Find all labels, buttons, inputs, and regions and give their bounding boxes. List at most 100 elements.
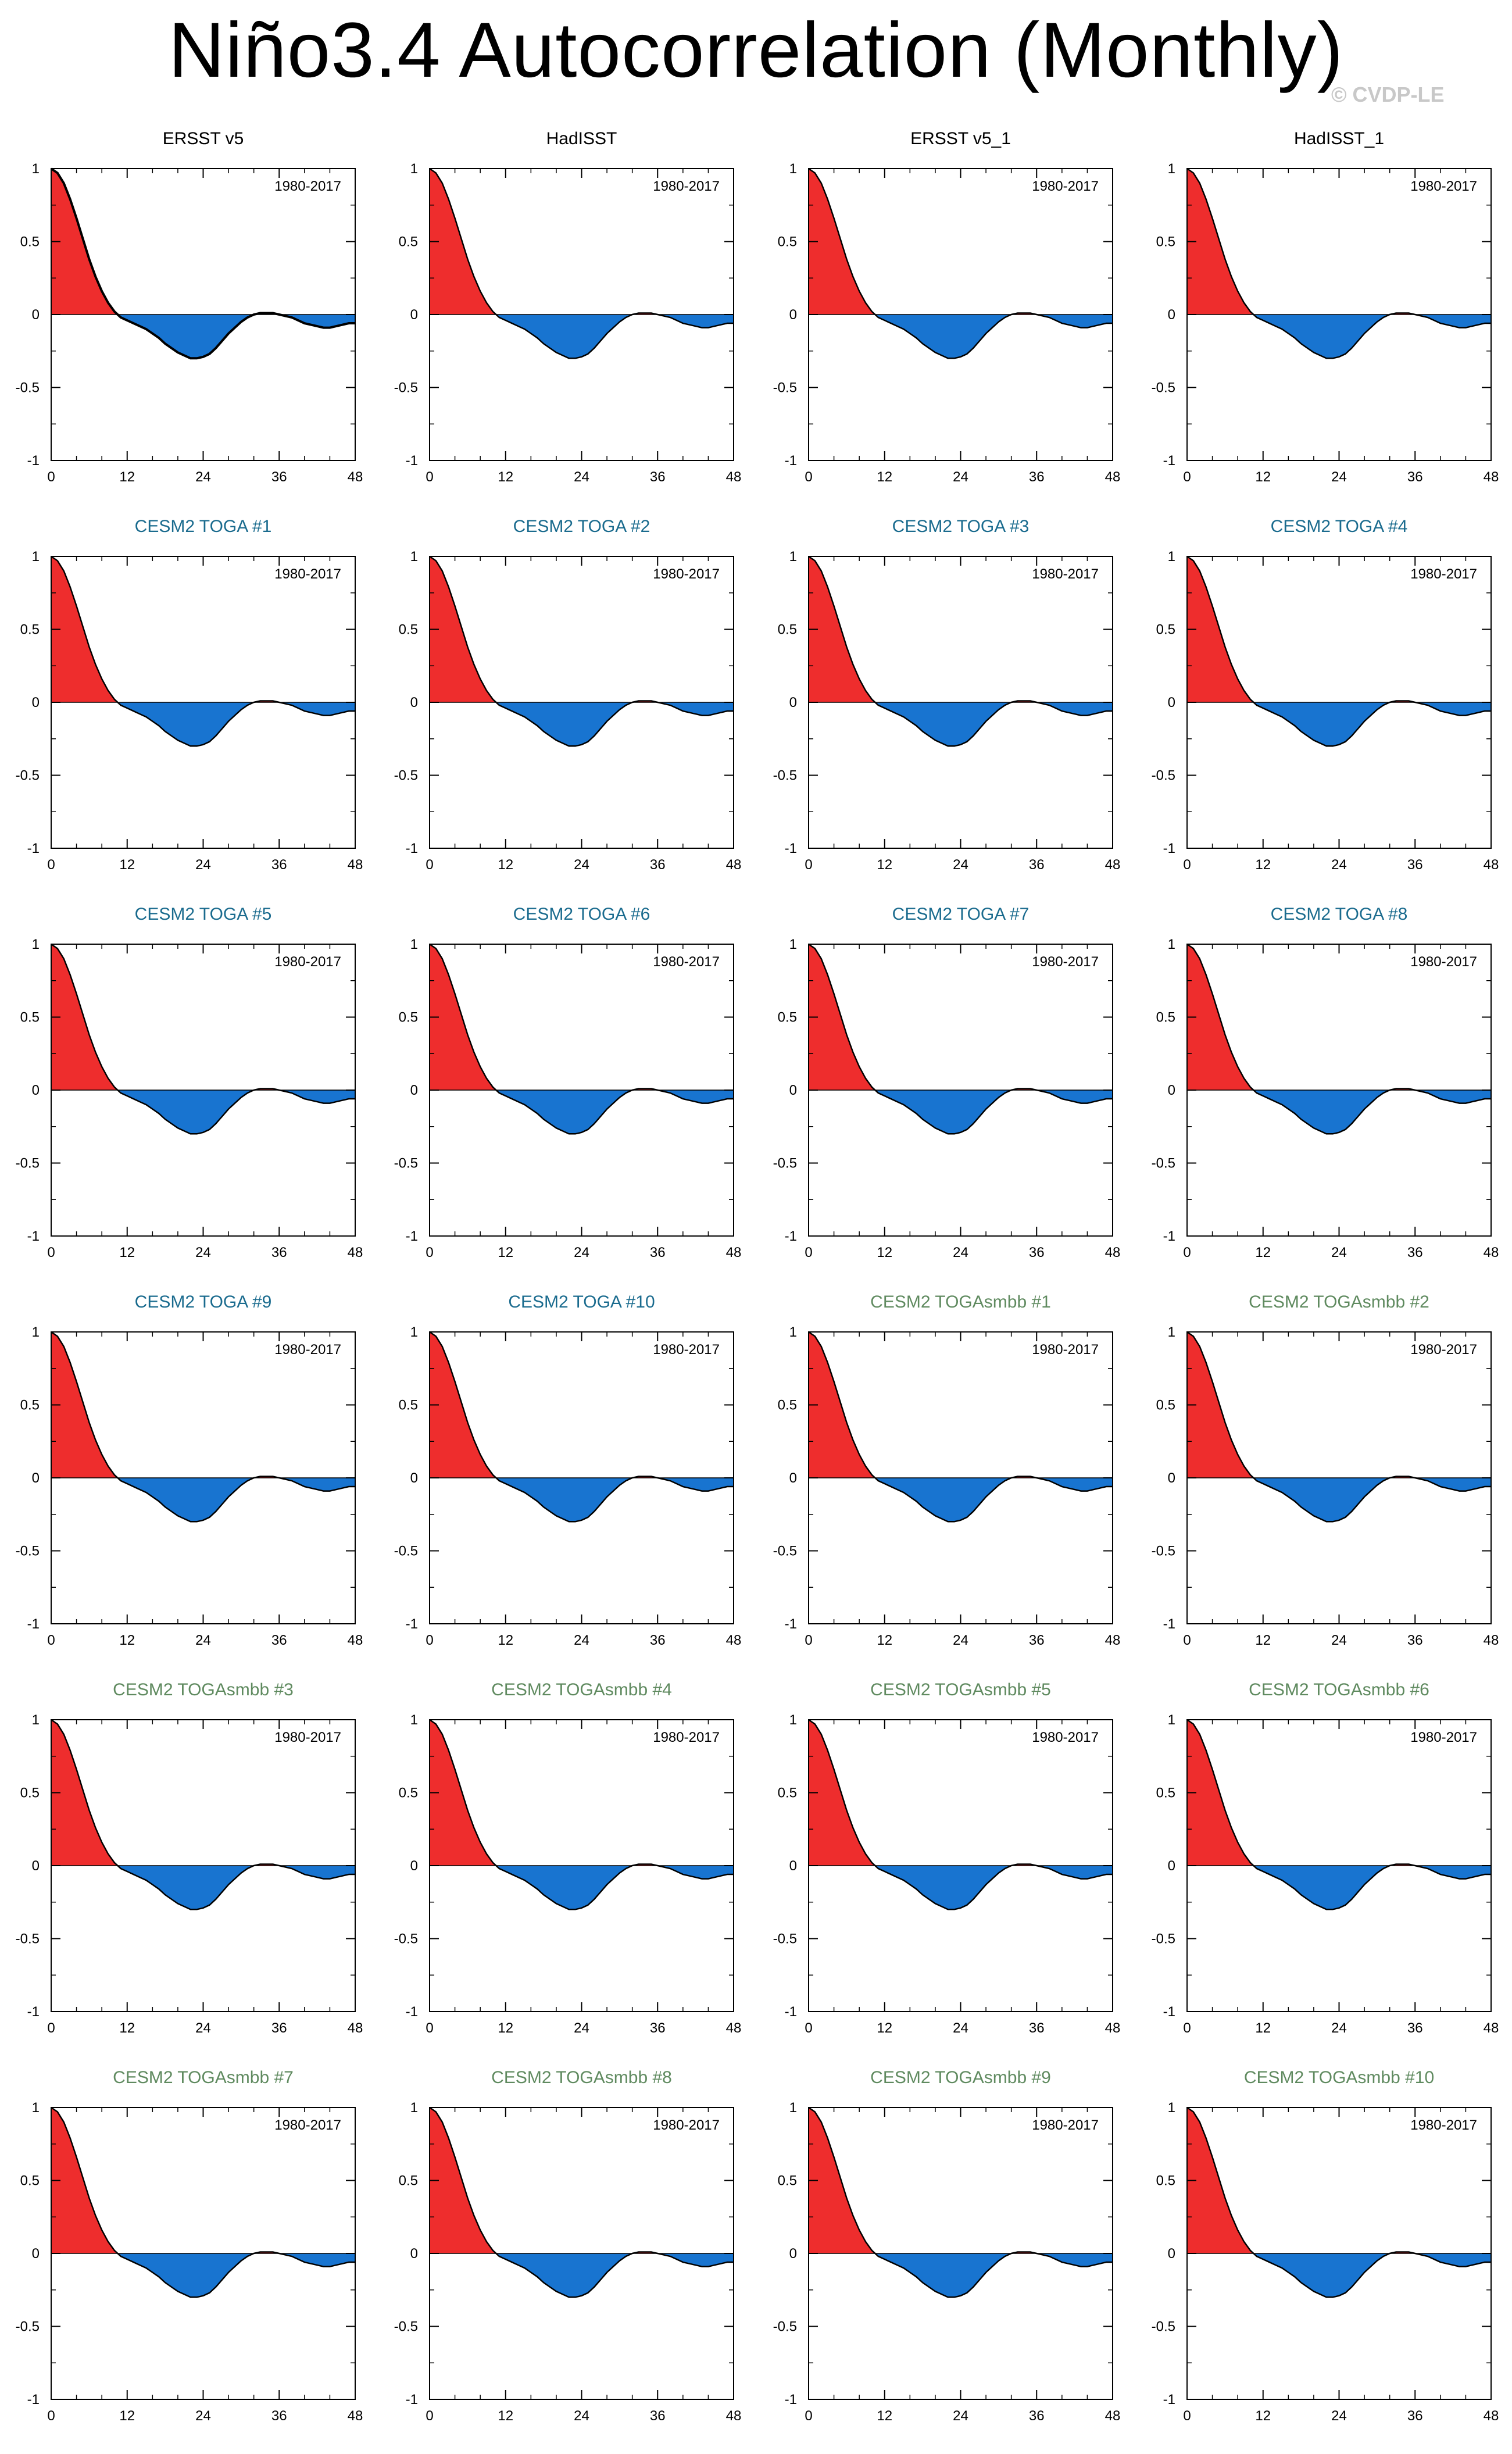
y-tick-label: 1 (1168, 937, 1175, 952)
y-tick-label: 0 (410, 307, 418, 323)
chart-panel: CESM2 TOGAsmbb #6 0 12 24 36 48 1 0.5 0 -0.5 -1 198… (1152, 1680, 1499, 2036)
panel-title: CESM2 TOGAsmbb #1 (870, 1292, 1051, 1312)
positive-area (430, 944, 734, 1090)
y-tick-label: -0.5 (1152, 2319, 1175, 2335)
y-tick-label: 0.5 (20, 234, 40, 250)
y-tick-label: -0.5 (394, 1156, 418, 1171)
y-tick-label: -0.5 (394, 768, 418, 784)
x-tick-label: 12 (877, 2020, 892, 2036)
x-tick-label: 48 (726, 2408, 742, 2424)
series-line (51, 555, 355, 747)
chart-panel: CESM2 TOGAsmbb #10 0 12 24 36 48 1 0.5 0 -0.5 -1 19… (1152, 2068, 1499, 2424)
x-tick-label: 24 (195, 1245, 211, 1260)
panel-title: CESM2 TOGAsmbb #7 (113, 2068, 294, 2087)
panel-title: CESM2 TOGAsmbb #2 (1249, 1292, 1429, 1312)
x-tick-label: 12 (1255, 1245, 1271, 1260)
x-tick-label: 24 (574, 2408, 589, 2424)
x-tick-label: 36 (1407, 1633, 1423, 1648)
x-tick-label: 12 (877, 1633, 892, 1648)
y-tick-label: 0.5 (778, 1785, 797, 1801)
x-tick-label: 12 (1255, 2408, 1271, 2424)
y-tick-label: 1 (410, 2100, 418, 2116)
series-line (1186, 943, 1491, 1135)
series-line (51, 943, 355, 1135)
y-tick-label: -1 (785, 1616, 797, 1632)
y-tick-label: 0.5 (778, 1010, 797, 1026)
y-tick-label: 1 (410, 937, 418, 952)
positive-area (430, 169, 734, 315)
x-tick-label: 0 (805, 2020, 812, 2036)
y-tick-label: -0.5 (394, 380, 418, 396)
x-tick-label: 0 (426, 2020, 433, 2036)
series-line (808, 167, 1113, 359)
x-tick-label: 12 (119, 469, 135, 485)
y-tick-label: -0.5 (394, 2319, 418, 2335)
x-tick-label: 24 (1331, 1633, 1347, 1648)
period-annotation: 1980-2017 (1032, 1342, 1099, 1358)
y-tick-label: -0.5 (1152, 1544, 1175, 1559)
negative-area (809, 1478, 1113, 1522)
x-tick-label: 0 (426, 469, 433, 485)
y-tick-label: -1 (1163, 453, 1175, 469)
negative-area (430, 1090, 734, 1134)
x-tick-label: 48 (726, 857, 742, 873)
y-tick-label: 0 (789, 1083, 797, 1098)
period-annotation: 1980-2017 (653, 566, 720, 582)
x-tick-label: 48 (726, 1633, 742, 1648)
x-tick-label: 24 (1331, 2020, 1347, 2036)
x-tick-label: 0 (805, 469, 812, 485)
series-line (1186, 1331, 1491, 1523)
x-tick-label: 36 (271, 1633, 287, 1648)
positive-area (809, 944, 1113, 1090)
x-tick-label: 48 (348, 2020, 363, 2036)
negative-area (809, 702, 1113, 746)
y-tick-label: 0 (32, 1083, 40, 1098)
panel-title: CESM2 TOGAsmbb #4 (491, 1680, 672, 1699)
period-annotation: 1980-2017 (274, 1342, 341, 1358)
y-tick-label: 1 (32, 1712, 40, 1728)
y-tick-label: 0 (410, 1083, 418, 1098)
x-tick-label: 48 (1484, 1245, 1499, 1260)
chart-panel: CESM2 TOGA #8 0 12 24 36 48 1 0.5 0 -0.5 -1 1980-20… (1152, 905, 1499, 1260)
x-tick-label: 0 (1183, 469, 1191, 485)
y-tick-label: -1 (406, 1228, 418, 1244)
chart-panel: CESM2 TOGAsmbb #9 0 12 24 36 48 1 0.5 0 -0.5 -1 198… (773, 2068, 1121, 2424)
panel-title: ERSST v5 (163, 129, 244, 148)
x-tick-label: 36 (1407, 2408, 1423, 2424)
panel-title: CESM2 TOGAsmbb #10 (1244, 2068, 1434, 2087)
y-tick-label: 0.5 (399, 1785, 418, 1801)
x-tick-label: 24 (195, 857, 211, 873)
period-annotation: 1980-2017 (653, 1730, 720, 1745)
positive-area (51, 2107, 355, 2253)
y-tick-label: 0.5 (20, 1010, 40, 1026)
series-line (429, 1331, 734, 1523)
x-tick-label: 36 (650, 1245, 666, 1260)
y-tick-label: 0 (410, 1858, 418, 1874)
y-tick-label: 0.5 (778, 1398, 797, 1413)
series-line (808, 1719, 1113, 1910)
chart-panel: CESM2 TOGAsmbb #2 0 12 24 36 48 1 0.5 0 -0.5 -1 198… (1152, 1292, 1499, 1648)
positive-area (430, 1332, 734, 1478)
y-tick-label: 1 (410, 1712, 418, 1728)
x-tick-label: 24 (1331, 2408, 1347, 2424)
chart-panel: CESM2 TOGA #3 0 12 24 36 48 1 0.5 0 -0.5 -1 1980-20… (773, 517, 1121, 873)
chart-panel: CESM2 TOGA #5 0 12 24 36 48 1 0.5 0 -0.5 -1 1980-20… (16, 905, 363, 1260)
y-tick-label: -1 (27, 453, 40, 469)
x-tick-label: 0 (47, 2020, 55, 2036)
period-annotation: 1980-2017 (274, 178, 341, 194)
panel-title: CESM2 TOGA #7 (892, 905, 1030, 924)
period-annotation: 1980-2017 (1410, 1730, 1477, 1745)
chart-panel: CESM2 TOGAsmbb #5 0 12 24 36 48 1 0.5 0 -0.5 -1 198… (773, 1680, 1121, 2036)
y-tick-label: 0.5 (20, 2173, 40, 2189)
x-tick-label: 48 (1484, 469, 1499, 485)
x-tick-label: 36 (1407, 469, 1423, 485)
x-tick-label: 36 (1407, 857, 1423, 873)
negative-area (809, 1090, 1113, 1134)
y-tick-label: 0.5 (1156, 234, 1175, 250)
y-tick-label: 1 (32, 1324, 40, 1340)
chart-panel: CESM2 TOGA #1 0 12 24 36 48 1 0.5 0 -0.5 -1 1980-20… (16, 517, 363, 873)
x-tick-label: 36 (650, 1633, 666, 1648)
x-tick-label: 24 (195, 2408, 211, 2424)
x-tick-label: 24 (195, 2020, 211, 2036)
negative-area (430, 1866, 734, 1910)
